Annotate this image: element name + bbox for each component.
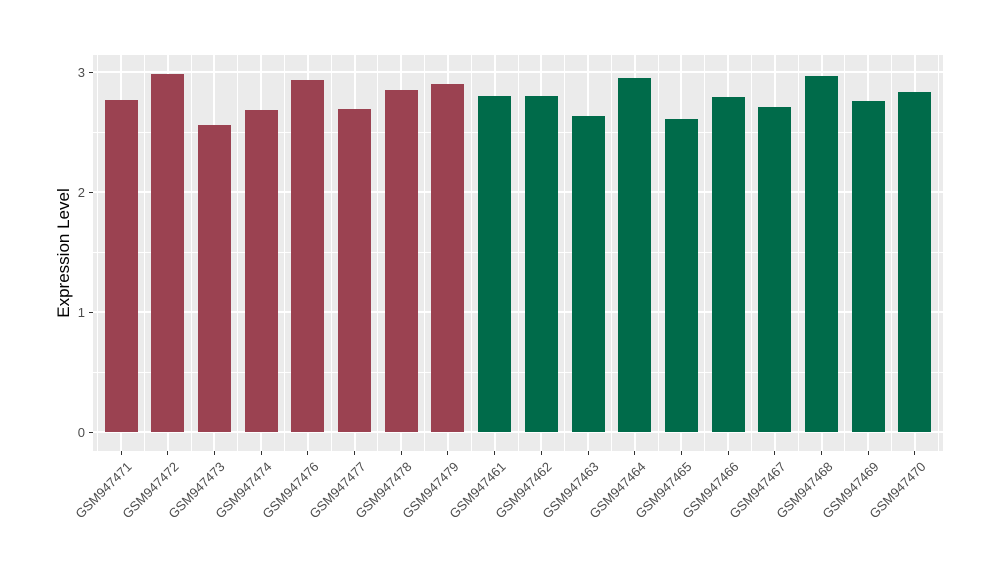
x-minor-gridline (190, 55, 192, 451)
bar (898, 92, 932, 432)
y-minor-gridline (93, 131, 943, 133)
bar (478, 96, 512, 432)
bar (384, 90, 418, 432)
bar (431, 84, 465, 432)
x-minor-gridline (330, 55, 332, 451)
x-minor-gridline (891, 55, 893, 451)
y-major-gridline (93, 431, 943, 433)
bar (618, 78, 652, 432)
x-minor-gridline (470, 55, 472, 451)
x-minor-gridline (564, 55, 566, 451)
x-tick-mark (494, 451, 496, 455)
x-tick-mark (213, 451, 215, 455)
x-tick-mark (400, 451, 402, 455)
bar (571, 116, 605, 432)
x-tick-mark (821, 451, 823, 455)
bar (524, 96, 558, 432)
x-tick-mark (727, 451, 729, 455)
y-major-gridline (93, 191, 943, 193)
y-tick-label: 3 (77, 64, 85, 80)
bar (664, 118, 698, 432)
x-minor-gridline (704, 55, 706, 451)
x-minor-gridline (377, 55, 379, 451)
x-tick-mark (167, 451, 169, 455)
x-tick-mark (587, 451, 589, 455)
x-tick-mark (120, 451, 122, 455)
x-tick-mark (354, 451, 356, 455)
y-minor-gridline (93, 371, 943, 373)
bar (758, 106, 792, 432)
x-minor-gridline (844, 55, 846, 451)
x-minor-gridline (143, 55, 145, 451)
bar (291, 80, 325, 432)
bar (711, 97, 745, 432)
bar (104, 99, 138, 432)
y-tick-mark (89, 191, 93, 193)
bar (197, 124, 231, 432)
x-tick-mark (540, 451, 542, 455)
x-tick-mark (634, 451, 636, 455)
y-tick-label: 1 (77, 304, 85, 320)
x-tick-mark (914, 451, 916, 455)
bar (851, 100, 885, 432)
y-tick-label: 0 (77, 424, 85, 440)
x-tick-mark (447, 451, 449, 455)
y-tick-mark (89, 431, 93, 433)
y-major-gridline (93, 311, 943, 313)
x-tick-mark (867, 451, 869, 455)
y-tick-mark (89, 71, 93, 73)
y-axis-title: Expression Level (54, 188, 73, 318)
x-minor-gridline (751, 55, 753, 451)
plot-panel: GSM947471 GSM947472 GSM947473 GSM947474 GSM9… (72, 55, 943, 521)
y-tick-mark (89, 311, 93, 313)
x-minor-gridline (937, 55, 939, 451)
x-tick-mark (774, 451, 776, 455)
y-tick-label: 2 (77, 184, 85, 200)
y-minor-gridline (93, 251, 943, 253)
x-minor-gridline (97, 55, 99, 451)
x-minor-gridline (237, 55, 239, 451)
bar (338, 109, 372, 432)
bar (244, 110, 278, 432)
y-major-gridline (93, 71, 943, 73)
x-minor-gridline (283, 55, 285, 451)
x-minor-gridline (610, 55, 612, 451)
x-tick-mark (307, 451, 309, 455)
x-minor-gridline (797, 55, 799, 451)
x-minor-gridline (517, 55, 519, 451)
bar (805, 75, 839, 432)
bar (151, 74, 185, 432)
x-tick-mark (260, 451, 262, 455)
x-minor-gridline (424, 55, 426, 451)
x-minor-gridline (657, 55, 659, 451)
x-tick-mark (680, 451, 682, 455)
